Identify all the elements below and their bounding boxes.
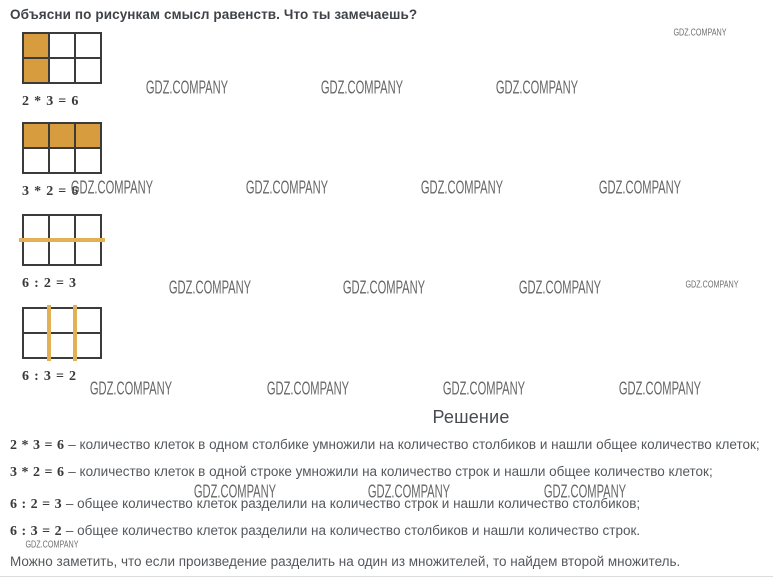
grid-cell: [49, 33, 75, 58]
solution-explanation: – общее количество клеток разделили на к…: [65, 496, 641, 511]
grid-cell: [75, 333, 101, 358]
grid-cell: [23, 240, 49, 265]
watermark: GDZ.COMPANY: [685, 279, 739, 291]
row-divider-line: [19, 238, 105, 242]
watermark: GDZ.COMPANY: [168, 277, 252, 298]
grid-cell: [23, 215, 49, 240]
bottom-divider: [0, 576, 773, 577]
watermark: GDZ.COMPANY: [25, 539, 79, 551]
grid-cell-filled: [23, 123, 49, 148]
solution-equation: 6 : 2 = 3: [10, 497, 63, 512]
grid-cell-filled: [23, 33, 49, 58]
column-divider-line: [46, 305, 51, 361]
watermark: GDZ.COMPANY: [495, 77, 579, 98]
grid-cell: [49, 58, 75, 83]
page-title: Объясни по рисункам смысл равенств. Что …: [10, 7, 418, 22]
grid-cell: [49, 308, 75, 333]
watermark: GDZ.COMPANY: [442, 378, 526, 399]
solution-line: 6 : 2 = 3 – общее количество клеток разд…: [10, 495, 766, 514]
equation-label: 3 * 2 = 6: [22, 184, 80, 199]
watermark: GDZ.COMPANY: [320, 77, 404, 98]
grid-cell: [23, 308, 49, 333]
grid-cell: [75, 215, 101, 240]
figure-multiplication-columns: 2 * 3 = 6: [22, 32, 102, 110]
grid-cell-filled: [23, 58, 49, 83]
grid-cell: [75, 308, 101, 333]
solution-text-block: 2 * 3 = 6 – количество клеток в одном ст…: [10, 436, 766, 571]
solution-line: 6 : 3 = 2 – общее количество клеток разд…: [10, 522, 766, 541]
grid-cell: [23, 333, 49, 358]
solution-equation: 6 : 3 = 2: [10, 524, 63, 539]
solution-explanation: – количество клеток в одном столбике умн…: [68, 437, 760, 452]
grid-cell: [75, 33, 101, 58]
column-divider-line: [72, 305, 77, 361]
solution-explanation: – количество клеток в одной строке умнож…: [68, 464, 713, 479]
grid-cell-filled: [75, 123, 101, 148]
grid-cell: [75, 148, 101, 173]
watermark: GDZ.COMPANY: [618, 378, 702, 399]
watermark: GDZ.COMPANY: [518, 277, 602, 298]
solution-note: Можно заметить, что если произведение ра…: [10, 554, 681, 569]
solution-equation: 2 * 3 = 6: [10, 438, 65, 453]
grid-2x3-first-column-filled: [22, 32, 102, 84]
grid-cell: [49, 215, 75, 240]
figure-division-rows: 6 : 2 = 3: [19, 214, 105, 292]
grid-cell-filled: [49, 123, 75, 148]
watermark: GDZ.COMPANY: [420, 177, 504, 198]
solution-line: 2 * 3 = 6 – количество клеток в одном ст…: [10, 436, 766, 455]
grid-cell: [49, 240, 75, 265]
equation-label: 2 * 3 = 6: [22, 94, 80, 109]
grid-cell: [75, 58, 101, 83]
solution-line: 3 * 2 = 6 – количество клеток в одной ст…: [10, 463, 766, 482]
equation-label: 6 : 3 = 2: [22, 369, 77, 384]
grid-cell: [49, 148, 75, 173]
grid-cell: [23, 148, 49, 173]
watermark: GDZ.COMPANY: [266, 378, 350, 399]
equation-label: 6 : 2 = 3: [22, 276, 77, 291]
watermark: GDZ.COMPANY: [598, 177, 682, 198]
watermark: GDZ.COMPANY: [193, 481, 277, 502]
watermark: GDZ.COMPANY: [543, 481, 627, 502]
grid-cell: [49, 333, 75, 358]
figure-division-columns: 6 : 3 = 2: [22, 305, 102, 385]
figure-multiplication-rows: 3 * 2 = 6: [22, 122, 102, 200]
solution-heading: Решение: [432, 407, 510, 427]
grid-2x3-vertical-dividers: [22, 305, 102, 361]
watermark: GDZ.COMPANY: [367, 481, 451, 502]
grid-cell: [75, 240, 101, 265]
watermark: GDZ.COMPANY: [70, 177, 154, 198]
grid-2x3-horizontal-divider: [19, 214, 105, 266]
solution-equation: 3 * 2 = 6: [10, 465, 65, 480]
watermark: GDZ.COMPANY: [145, 77, 229, 98]
watermark: GDZ.COMPANY: [342, 277, 426, 298]
solution-explanation: – общее количество клеток разделили на к…: [65, 523, 641, 538]
watermark: GDZ.COMPANY: [673, 27, 727, 39]
watermark: GDZ.COMPANY: [89, 378, 173, 399]
grid-2x3-first-row-filled: [22, 122, 102, 174]
watermark: GDZ.COMPANY: [245, 177, 329, 198]
